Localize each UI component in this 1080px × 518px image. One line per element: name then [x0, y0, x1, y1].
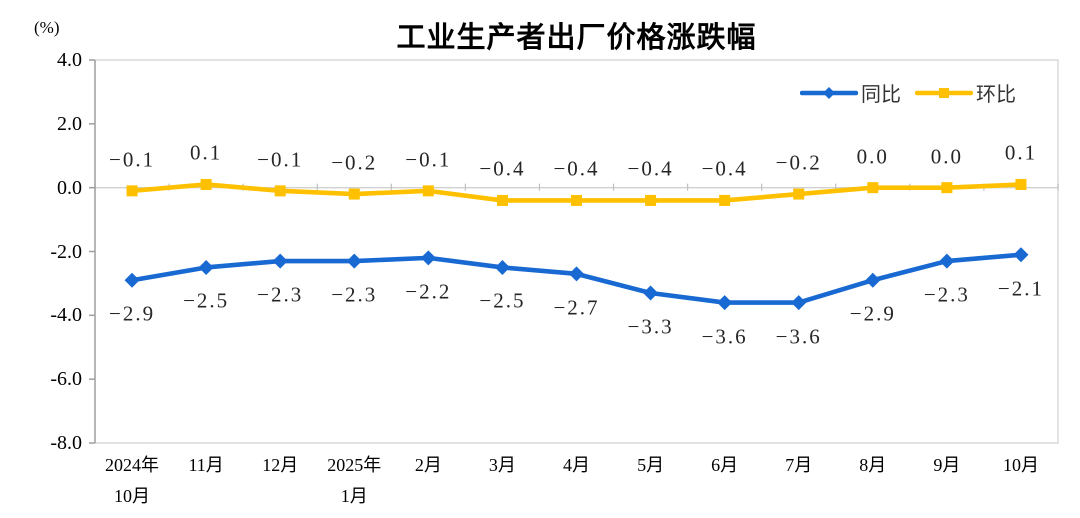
- data-label-mom: −0.4: [701, 156, 748, 181]
- yoy-marker: [494, 259, 510, 275]
- mom-marker: [941, 182, 953, 194]
- data-label-mom: −0.1: [257, 147, 304, 172]
- mom-marker: [719, 194, 731, 206]
- data-label-yoy: −3.6: [775, 324, 822, 349]
- x-axis-category-label: 9月: [933, 455, 961, 475]
- yoy-marker: [939, 253, 955, 269]
- legend-label-mom: 环比: [976, 84, 1016, 106]
- data-label-mom: −0.4: [553, 156, 600, 181]
- x-axis-category-label: 8月: [859, 455, 887, 475]
- y-axis-tick-label: 0.0: [57, 176, 82, 199]
- data-label-mom: 0.1: [189, 140, 223, 165]
- x-axis-category-label: 2024年 10月: [105, 455, 160, 506]
- data-label-mom: −0.1: [405, 147, 452, 172]
- x-axis-category-label: 2025年 1月: [327, 455, 382, 506]
- yoy-marker: [569, 266, 584, 282]
- mom-marker: [793, 188, 805, 200]
- yoy-marker: [791, 295, 807, 311]
- mom-marker: [274, 185, 286, 197]
- data-label-yoy: −3.6: [701, 324, 748, 349]
- yoy-marker: [865, 272, 881, 288]
- x-axis-category-label: 2月: [414, 455, 442, 475]
- x-axis-category-label: 7月: [785, 455, 813, 475]
- data-label-yoy: −2.9: [849, 301, 896, 326]
- y-axis-unit-label: (%): [34, 18, 60, 37]
- data-label-yoy: −2.2: [405, 279, 452, 304]
- data-label-mom: 0.0: [930, 144, 963, 169]
- x-axis-category-label: 12月: [262, 455, 299, 475]
- plot-border: [95, 59, 1059, 444]
- mom-marker: [645, 194, 657, 206]
- data-label-yoy: −2.5: [479, 288, 526, 313]
- yoy-marker: [717, 295, 733, 311]
- y-axis-tick-label: 2.0: [57, 112, 82, 135]
- data-label-yoy: −3.3: [627, 314, 674, 339]
- x-axis-category-label: 6月: [711, 455, 739, 475]
- yoy-marker: [272, 253, 288, 269]
- data-label-yoy: −2.5: [183, 288, 230, 313]
- mom-marker: [496, 194, 508, 206]
- y-axis-tick-label: -6.0: [50, 368, 82, 391]
- x-axis-category-label: 11月: [188, 455, 224, 475]
- x-axis-category-label: 5月: [637, 455, 665, 475]
- chart-title: 工业生产者出厂价格涨跌幅: [396, 22, 757, 54]
- yoy-marker: [420, 250, 436, 266]
- y-axis-tick-label: 4.0: [57, 49, 82, 71]
- mom-marker: [1015, 178, 1027, 190]
- y-axis-tick-label: -8.0: [50, 432, 82, 454]
- yoy-marker: [124, 272, 140, 288]
- legend-label-yoy: 同比: [861, 84, 901, 106]
- data-label-mom: 0.0: [856, 144, 889, 169]
- data-label-mom: −0.4: [627, 156, 674, 181]
- mom-line-square-icon: [914, 86, 974, 100]
- data-label-mom: −0.2: [775, 150, 822, 175]
- data-label-mom: −0.2: [331, 150, 378, 175]
- mom-marker: [422, 185, 434, 197]
- legend: 同比 环比: [799, 78, 1016, 107]
- mom-marker: [200, 178, 212, 190]
- legend-item-mom: 环比: [914, 78, 1016, 107]
- y-axis-tick-label: -4.0: [50, 304, 82, 327]
- legend-item-yoy: 同比: [799, 78, 901, 107]
- mom-marker: [348, 188, 360, 200]
- mom-marker: [126, 185, 138, 197]
- x-axis-category-label: 4月: [563, 455, 590, 475]
- data-label-yoy: −2.9: [108, 301, 156, 326]
- data-label-mom: −0.4: [479, 156, 526, 181]
- x-axis-category-label: 10月: [1002, 455, 1039, 475]
- mom-marker: [867, 182, 879, 194]
- data-label-mom: 0.1: [1004, 140, 1038, 165]
- yoy-marker: [643, 285, 659, 301]
- mom-marker: [571, 194, 582, 206]
- y-axis-tick-label: -2.0: [50, 240, 82, 263]
- x-axis-category-label: 3月: [488, 455, 516, 475]
- data-label-yoy: −2.3: [257, 282, 304, 307]
- yoy-line-diamond-icon: [799, 86, 859, 100]
- data-label-yoy: −2.7: [553, 295, 600, 320]
- yoy-marker: [1013, 247, 1029, 263]
- yoy-marker: [198, 259, 214, 275]
- yoy-marker: [346, 253, 362, 269]
- data-label-yoy: −2.3: [923, 282, 970, 307]
- data-label-yoy: −2.3: [331, 282, 378, 307]
- data-label-mom: −0.1: [108, 147, 156, 172]
- data-label-yoy: −2.1: [997, 276, 1044, 301]
